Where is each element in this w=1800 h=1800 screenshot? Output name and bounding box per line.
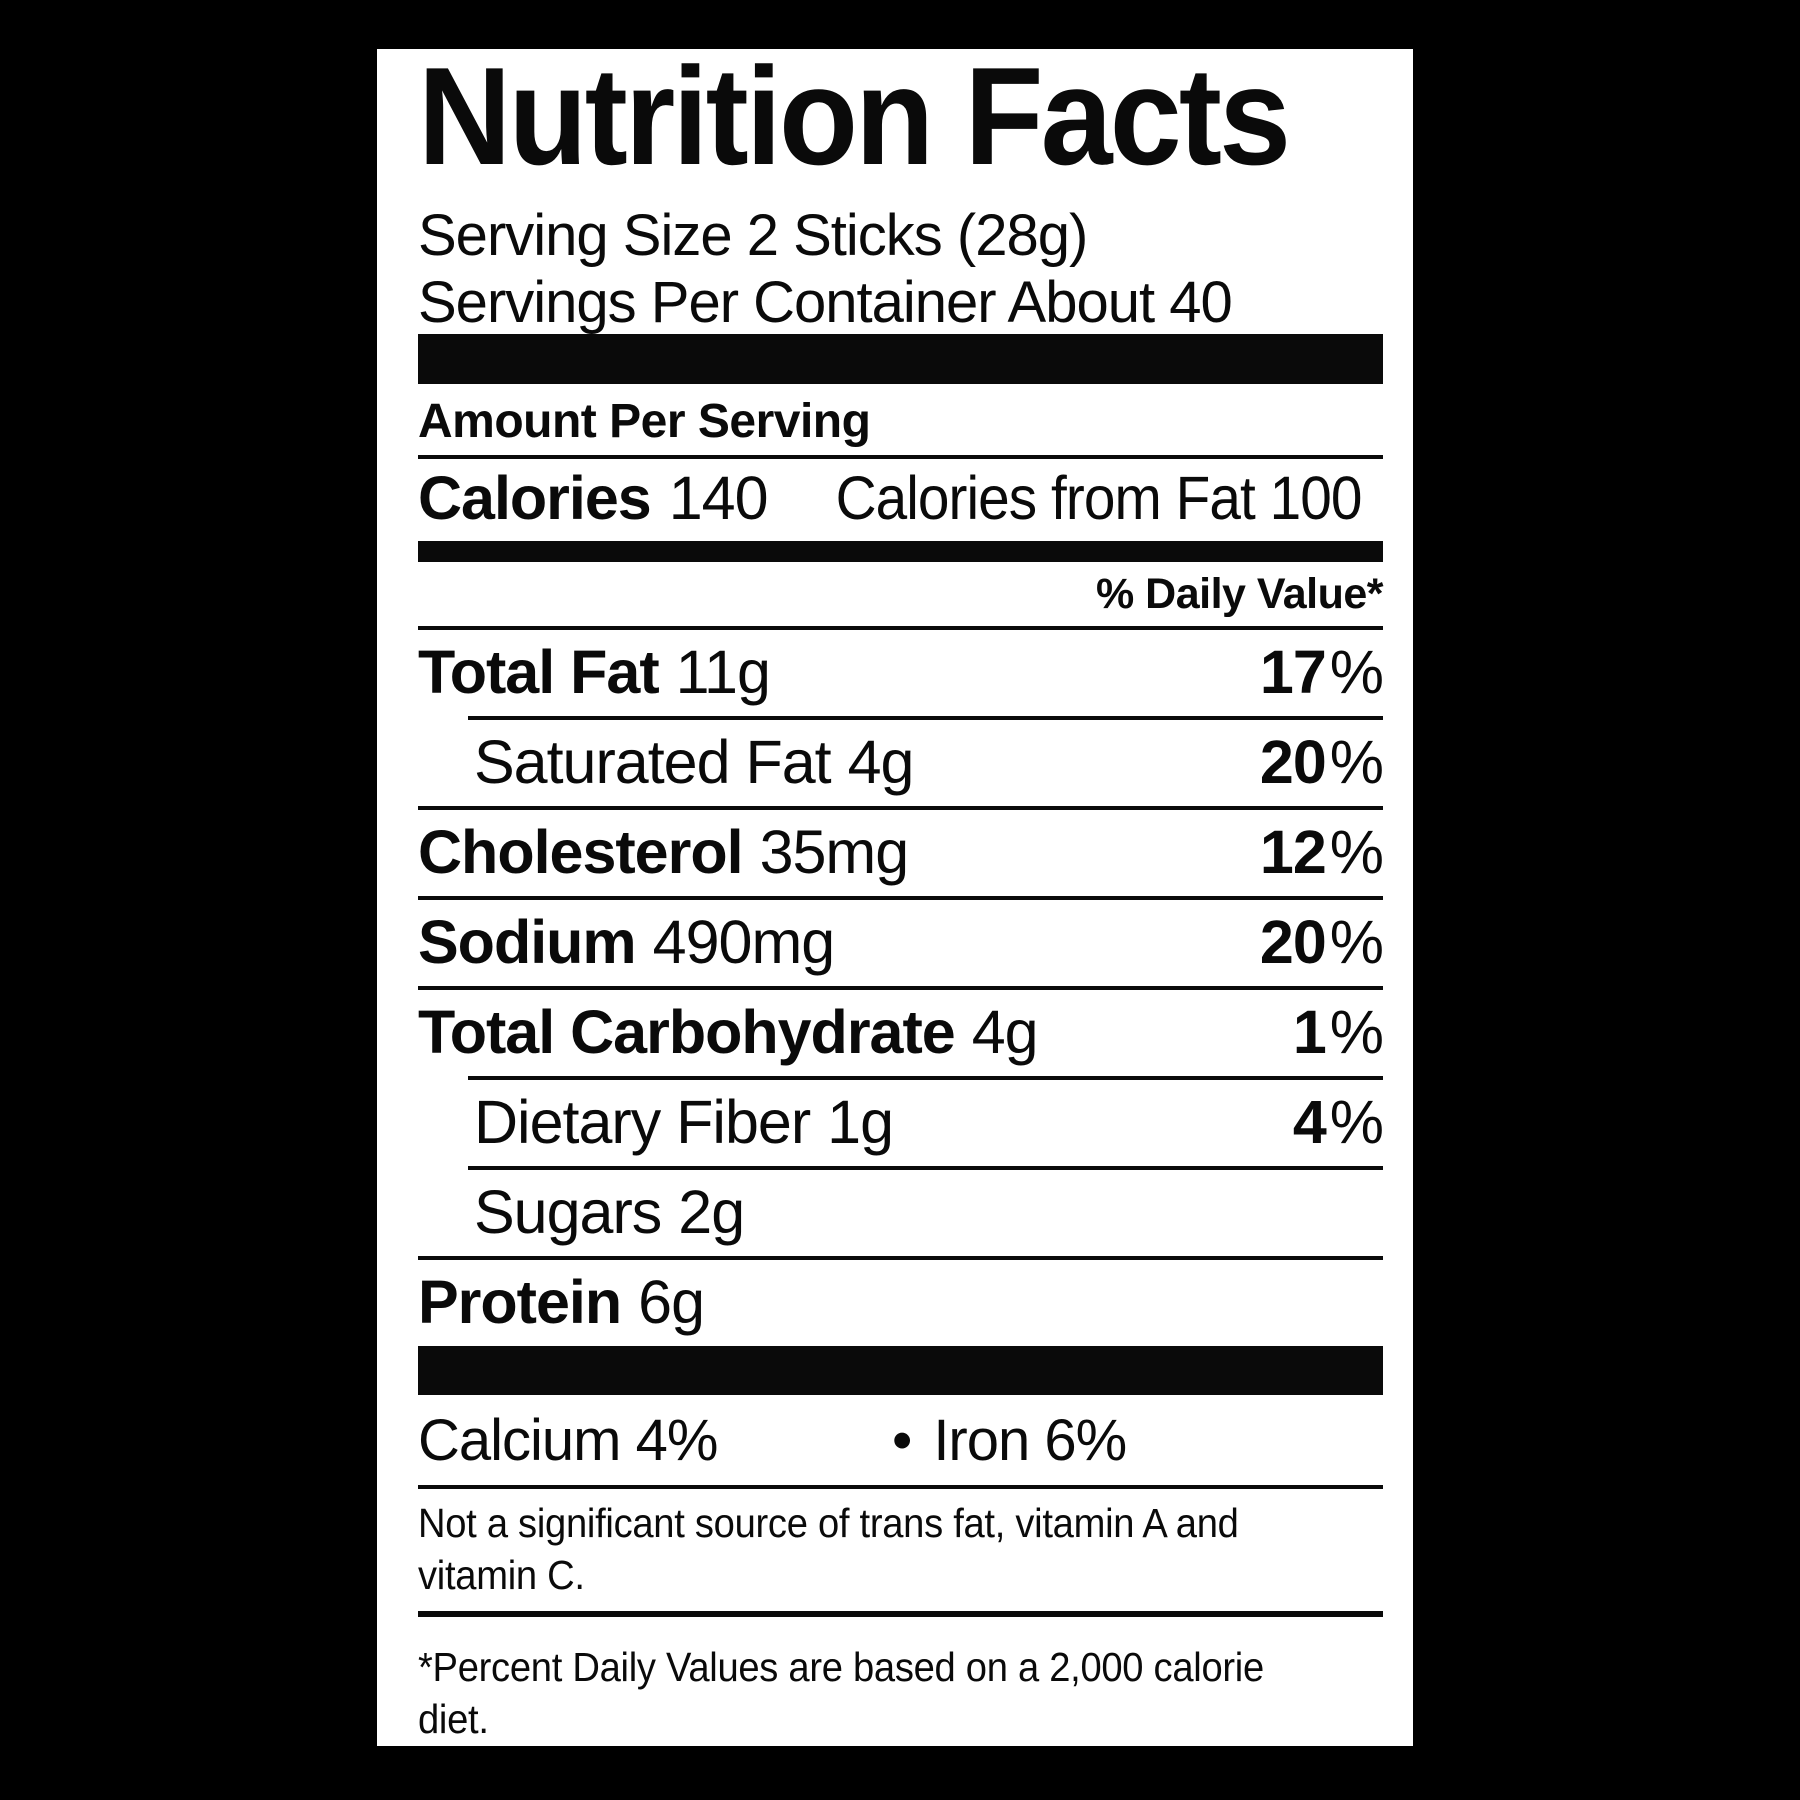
daily-value-cell: 20%: [1259, 728, 1384, 796]
daily-value-cell: 20%: [1259, 908, 1384, 976]
nutrient-row-sugars: Sugars 2g: [418, 1170, 1383, 1256]
serving-size-line: Serving Size 2 Sticks (28g): [418, 203, 1088, 268]
minerals-row: Calcium 4% • Iron 6%: [418, 1395, 1383, 1485]
hairline-rule: [418, 1485, 1383, 1489]
hairline-rule: [418, 1256, 1383, 1260]
nutrient-row-total-carbohydrate: Total Carbohydrate 4g 1%: [418, 998, 1384, 1066]
calories-from-fat: Calories from Fat 100: [835, 464, 1362, 532]
thick-separator-bar-bottom: [418, 1346, 1383, 1395]
daily-value-cell: 12%: [1259, 818, 1384, 886]
hairline-rule-indented: [468, 1076, 1383, 1080]
insignificant-sources-note: Not a significant source of trans fat, v…: [418, 1500, 1239, 1598]
daily-value-cell: [1379, 1181, 1383, 1243]
thin-separator-bar: [418, 541, 1383, 562]
iron-value: • Iron 6%: [892, 1408, 1127, 1473]
daily-value-cell: 17%: [1259, 638, 1384, 706]
nutrient-row-cholesterol: Cholesterol 35mg 12%: [418, 818, 1384, 886]
label-title: Nutrition Facts: [418, 39, 1291, 194]
hairline-rule: [418, 986, 1383, 990]
nutrient-row-total-fat: Total Fat 11g 17%: [418, 638, 1384, 706]
hairline-rule: [418, 896, 1383, 900]
footnote-rule: [418, 1611, 1383, 1617]
amount-per-serving-heading: Amount Per Serving: [418, 395, 871, 448]
daily-value-header: % Daily Value*: [1096, 570, 1384, 618]
calcium-value: Calcium 4%: [418, 1408, 718, 1473]
nutrient-row-saturated-fat: Saturated Fat 4g 20%: [474, 728, 1384, 796]
daily-value-cell: [1379, 1271, 1383, 1333]
calories-row: Calories 140 Calories from Fat 100: [418, 459, 1383, 541]
calories-value: 140: [668, 464, 769, 532]
hairline-rule: [418, 455, 1383, 459]
bullet-separator: •: [892, 1408, 912, 1473]
serving-info: Serving Size 2 Sticks (28g) Servings Per…: [418, 202, 1383, 336]
calories-label: Calories: [418, 464, 652, 532]
nutrient-row-sodium: Sodium 490mg 20%: [418, 908, 1384, 976]
nutrition-facts-label: Nutrition Facts Serving Size 2 Sticks (2…: [368, 40, 1422, 1755]
nutrient-row-protein: Protein 6g: [418, 1260, 1383, 1346]
nutrient-row-dietary-fiber: Dietary Fiber 1g 4%: [474, 1088, 1384, 1156]
daily-value-cell: 1%: [1292, 998, 1384, 1066]
percent-daily-values-footnote: *Percent Daily Values are based on a 2,0…: [418, 1644, 1264, 1742]
hairline-rule-indented: [468, 716, 1383, 720]
hairline-rule: [418, 626, 1383, 630]
servings-per-container-line: Servings Per Container About 40: [418, 270, 1233, 335]
daily-value-cell: 4%: [1292, 1088, 1384, 1156]
hairline-rule: [418, 806, 1383, 810]
hairline-rule-indented: [468, 1166, 1383, 1170]
thick-separator-bar-top: [418, 334, 1383, 384]
